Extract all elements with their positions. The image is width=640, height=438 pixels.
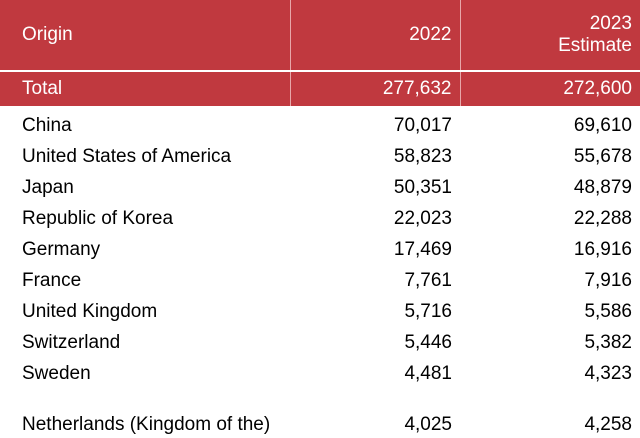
table-row: Switzerland 5,446 5,382 bbox=[0, 327, 640, 358]
table-row: Japan 50,351 48,879 bbox=[0, 172, 640, 203]
header-text: 2023 Estimate bbox=[558, 13, 632, 56]
origin-cell: Netherlands (Kingdom of the) bbox=[0, 389, 290, 438]
value-cell: 50,351 bbox=[393, 176, 452, 198]
table-row: United Kingdom 5,716 5,586 bbox=[0, 296, 640, 327]
origin-cell: Japan bbox=[22, 176, 74, 198]
origin-cell: Switzerland bbox=[22, 331, 121, 353]
value-cell: 5,446 bbox=[404, 331, 452, 353]
total-row: Total 277,632 272,600 bbox=[0, 70, 640, 106]
origin-cell: China bbox=[22, 114, 72, 136]
table-row: Republic of Korea 22,023 22,288 bbox=[0, 203, 640, 234]
header-cell: Origin bbox=[0, 0, 291, 71]
value-cell: 69,610 bbox=[573, 114, 632, 136]
origin-cell: Sweden bbox=[22, 362, 91, 384]
table-row: France 7,761 7,916 bbox=[0, 265, 640, 296]
value-cell: 4,258 bbox=[584, 414, 632, 435]
value-cell: 48,879 bbox=[573, 176, 632, 198]
origin-cell: United Kingdom bbox=[22, 300, 158, 322]
total-cell: 277,632 bbox=[290, 70, 461, 106]
origin-cell: France bbox=[22, 269, 82, 291]
value-cell: 17,469 bbox=[393, 238, 452, 260]
value-cell: 5,716 bbox=[404, 300, 452, 322]
value-cell: 5,586 bbox=[584, 300, 632, 322]
header-row: Origin 2022 2023 Estimate bbox=[0, 0, 640, 71]
value-cell: 22,288 bbox=[573, 207, 632, 229]
value-cell: 4,323 bbox=[584, 362, 632, 384]
origin-cell: Germany bbox=[22, 238, 101, 260]
value-cell: 4,481 bbox=[404, 362, 452, 384]
value-cell: 4,025 bbox=[404, 414, 452, 435]
value-cell: 70,017 bbox=[393, 114, 452, 136]
table-row: Germany 17,469 16,916 bbox=[0, 234, 640, 265]
total-cell: Total bbox=[0, 70, 291, 106]
table-row: Netherlands (Kingdom of the) 4,025 4,258 bbox=[0, 389, 640, 438]
header-cell: 2023 Estimate bbox=[460, 0, 640, 71]
value-cell: 16,916 bbox=[573, 238, 632, 260]
table-row: Sweden 4,481 4,323 bbox=[0, 358, 640, 389]
value-cell: 7,761 bbox=[404, 269, 452, 291]
header-cell: 2022 bbox=[290, 0, 461, 71]
total-cell: 272,600 bbox=[460, 70, 640, 106]
table-row: China 70,017 69,610 bbox=[0, 106, 640, 141]
origin-cell: Republic of Korea bbox=[22, 207, 174, 229]
value-cell: 5,382 bbox=[584, 331, 632, 353]
origin-text: Netherlands (Kingdom of the) bbox=[22, 414, 271, 435]
table-row: United States of America 58,823 55,678 bbox=[0, 141, 640, 172]
value-cell: 7,916 bbox=[584, 269, 632, 291]
value-cell: 22,023 bbox=[393, 207, 452, 229]
value-cell: 55,678 bbox=[573, 145, 632, 167]
origin-cell: United States of America bbox=[22, 145, 232, 167]
value-cell: 58,823 bbox=[393, 145, 452, 167]
